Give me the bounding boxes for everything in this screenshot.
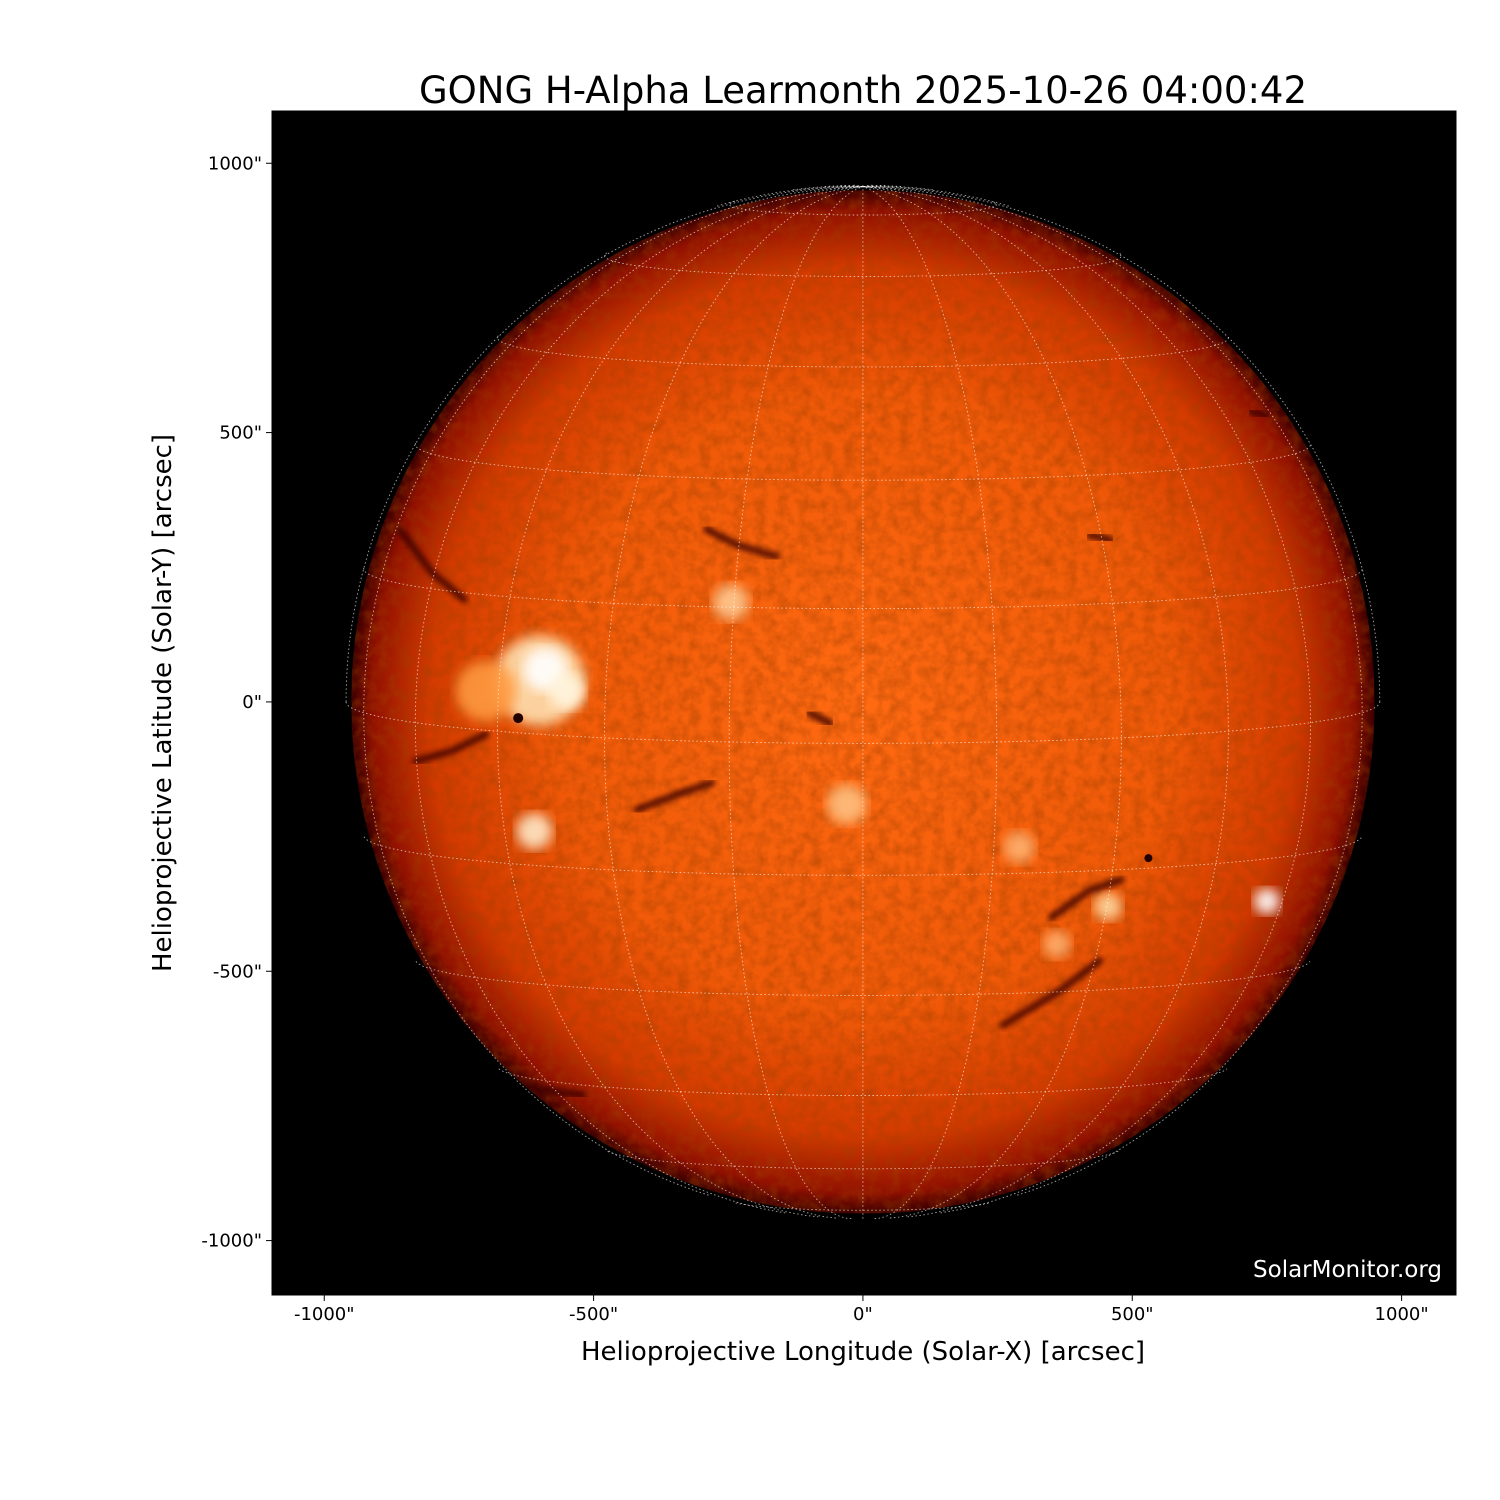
meridian-line (862, 184, 873, 188)
y-tick-label: 1000" (208, 153, 262, 174)
parallel-line (414, 442, 1311, 481)
meridian-line (716, 186, 863, 207)
x-tick-label: -1000" (294, 1304, 355, 1325)
parallel-line (607, 1150, 1119, 1170)
plage-region (455, 661, 516, 722)
plage-region (826, 784, 867, 825)
plage-region (712, 584, 749, 621)
plage-region (1253, 888, 1280, 915)
y-tick-label: 0" (242, 692, 262, 713)
plage-region (1042, 930, 1071, 959)
x-axis: -1000" -500" 0" 500" 1000" (294, 1295, 1429, 1325)
meridian-line (604, 186, 863, 1219)
x-axis-label: Helioprojective Longitude (Solar-X) [arc… (581, 1337, 1145, 1367)
meridian-line (862, 186, 998, 1220)
parallel-line (728, 200, 998, 216)
parallel-line (363, 567, 1363, 610)
meridian-line (862, 186, 1311, 1214)
parallel-line (363, 836, 1363, 876)
watermark: SolarMonitor.org (1253, 1257, 1442, 1283)
x-tick-label: 0" (853, 1304, 873, 1325)
plage-region (1003, 831, 1036, 864)
plage-region (1094, 892, 1123, 921)
parallel-line (497, 335, 1229, 368)
axes-frame (271, 110, 1457, 1296)
filament (805, 709, 835, 727)
solar-disk (345, 184, 1381, 1220)
meridian-line (853, 184, 864, 188)
filament (999, 957, 1104, 1029)
x-tick-label: 500" (1111, 1304, 1154, 1325)
sunspot (513, 713, 524, 724)
meridian-line (414, 186, 863, 1214)
x-tick-label: 1000" (1375, 1304, 1429, 1325)
filament (412, 730, 490, 765)
y-axis-label: Helioprojective Latitude (Solar-Y) [arcs… (148, 434, 178, 972)
filament (1247, 407, 1271, 420)
meridian-line (862, 186, 1363, 1196)
meridian-line (862, 186, 1010, 207)
meridian-line (345, 186, 863, 702)
y-axis: 1000" 500" 0" -500" -1000" (201, 153, 272, 1252)
filament (396, 526, 468, 604)
plage-region (548, 673, 585, 710)
sunspot (1144, 854, 1153, 863)
filament (1085, 531, 1115, 544)
y-tick-label: 500" (219, 423, 262, 444)
y-tick-label: -1000" (201, 1231, 262, 1252)
filament (633, 779, 716, 814)
plage-region (516, 813, 553, 850)
heliographic-grid (345, 184, 1381, 1220)
x-tick-label: -500" (569, 1304, 618, 1325)
parallel-line (735, 1202, 991, 1211)
chart-title: GONG H-Alpha Learmonth 2025-10-26 04:00:… (419, 69, 1307, 112)
parallel-line (498, 1068, 1228, 1096)
meridian-line (363, 186, 863, 1196)
parallel-line (604, 252, 1122, 277)
y-tick-label: -500" (213, 961, 262, 982)
